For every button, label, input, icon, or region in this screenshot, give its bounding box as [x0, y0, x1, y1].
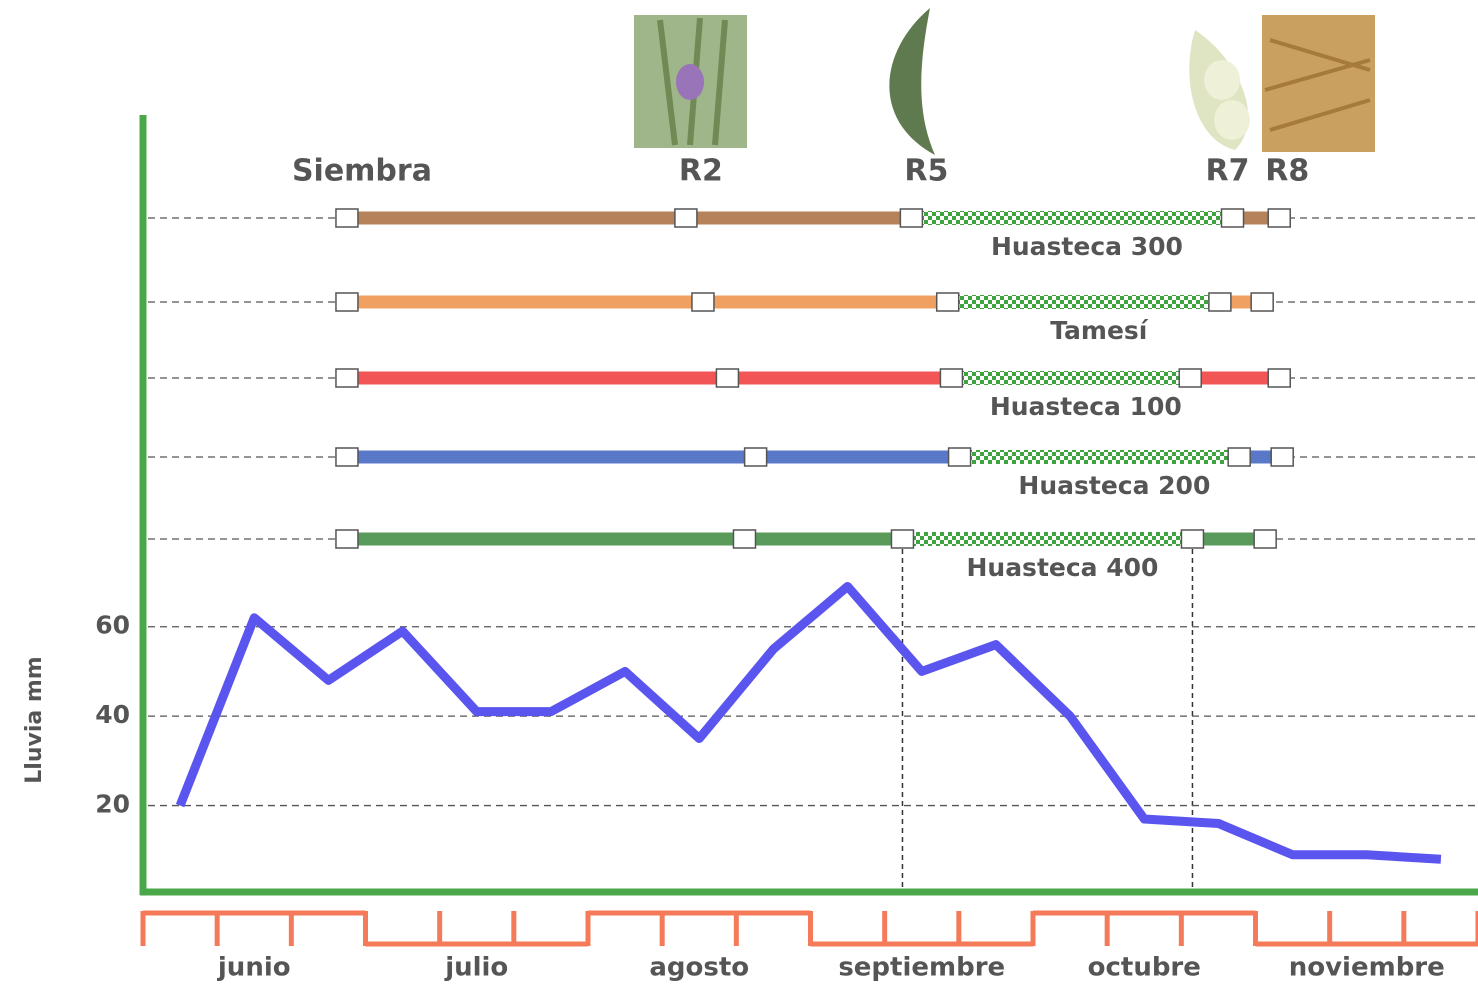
stage-marker	[336, 209, 358, 227]
stage-marker	[1179, 369, 1201, 387]
month-label: agosto	[649, 953, 749, 983]
stage-label: Siembra	[292, 154, 432, 189]
stage-marker	[336, 530, 358, 548]
rain-line	[180, 586, 1441, 859]
variety-label: Huasteca 300	[991, 232, 1183, 261]
stage-marker	[1271, 448, 1293, 466]
month-label: octubre	[1088, 953, 1201, 983]
variety-label: Huasteca 400	[966, 553, 1158, 582]
stage-marker	[937, 293, 959, 311]
phase-bar-checkered	[960, 450, 1240, 464]
phase-bar-checkered	[902, 532, 1192, 546]
y-axis-title: Lluvia mm	[22, 656, 47, 783]
stage-marker	[1251, 293, 1273, 311]
variety-label: Tamesí	[1050, 316, 1149, 345]
month-label: julio	[444, 953, 508, 983]
stage-marker	[1228, 448, 1250, 466]
stage-label: R8	[1265, 154, 1309, 189]
stage-marker	[900, 209, 922, 227]
month-label: noviembre	[1289, 953, 1445, 983]
stage-marker	[733, 530, 755, 548]
stage-marker	[1181, 530, 1203, 548]
phase-bar-checkered	[951, 371, 1190, 385]
month-label: junio	[217, 953, 291, 983]
stage-marker	[891, 530, 913, 548]
variety-label: Huasteca 100	[990, 392, 1182, 421]
stage-marker	[1268, 209, 1290, 227]
stage-marker	[940, 369, 962, 387]
y-tick-label: 60	[95, 611, 130, 640]
stage-marker	[716, 369, 738, 387]
stage-marker	[1209, 293, 1231, 311]
y-tick-label: 20	[95, 790, 130, 819]
chart: Lluvia mm Siembra R2 R5 R7 R8 Huasteca 300 Tam…	[0, 0, 1478, 984]
stage-marker	[1268, 369, 1290, 387]
stage-marker	[1222, 209, 1244, 227]
stage-label: R5	[904, 154, 948, 189]
stage-marker	[336, 369, 358, 387]
y-tick-label: 40	[95, 700, 130, 729]
stage-marker	[1254, 530, 1276, 548]
variety-label: Huasteca 200	[1018, 471, 1210, 500]
stage-marker	[336, 293, 358, 311]
stage-marker	[692, 293, 714, 311]
month-label: septiembre	[838, 953, 1005, 983]
stage-marker	[336, 448, 358, 466]
phase-bar-checkered	[948, 295, 1220, 309]
phase-bar-checkered	[911, 211, 1232, 225]
stage-label: R7	[1206, 154, 1250, 189]
stage-label: R2	[679, 154, 723, 189]
stage-images	[634, 8, 1375, 155]
stage-marker	[675, 209, 697, 227]
stage-marker	[745, 448, 767, 466]
stage-marker	[949, 448, 971, 466]
